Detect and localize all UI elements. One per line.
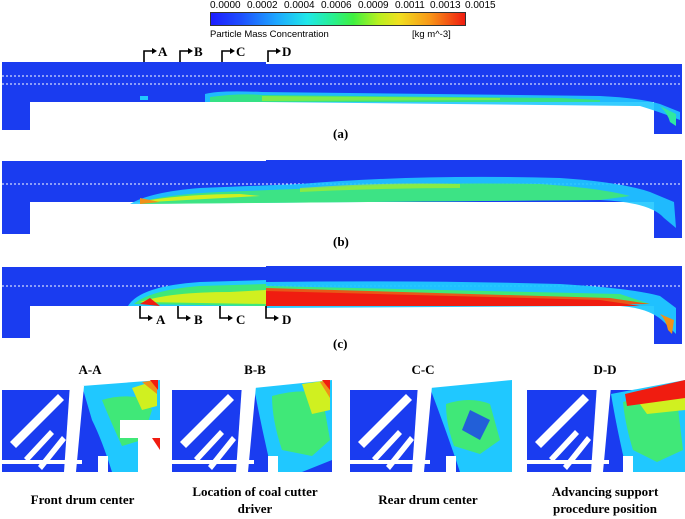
- section-markers-bottom: [139, 306, 279, 321]
- section-marker-c: C: [236, 44, 246, 59]
- section-caption-aa: Front drum center: [30, 492, 135, 507]
- section-marker-d: D: [282, 44, 292, 59]
- section-marker-c-bottom: C: [236, 312, 246, 327]
- section-marker-d-bottom: D: [282, 312, 292, 327]
- panel-c: A B C D (c): [0, 264, 685, 354]
- colorbar-tick: 0.0004: [284, 0, 315, 11]
- colorbar-ticks: 0.0000 0.0002 0.0004 0.0006 0.0009 0.001…: [205, 0, 496, 12]
- section-title-aa: A-A: [78, 362, 102, 377]
- section-marker-a: A: [158, 44, 168, 59]
- cross-section-aa: [2, 380, 160, 472]
- panel-a: A B C D (a): [0, 44, 685, 144]
- section-caption-bb: Location of coal cutter driver: [192, 484, 318, 516]
- colorbar-tick: 0.0009: [358, 0, 389, 11]
- colorbar-tick: 0.0015: [465, 0, 496, 11]
- section-title-bb: B-B: [244, 362, 266, 377]
- section-caption-dd: Advancing support procedure position: [551, 484, 659, 516]
- section-caption-cc: Rear drum center: [378, 492, 478, 507]
- cross-section-cc: [350, 380, 512, 472]
- panel-label-b: (b): [333, 234, 349, 249]
- colorbar-gradient: [210, 12, 466, 26]
- cross-section-bb: [172, 380, 332, 472]
- panel-label-c: (c): [333, 336, 348, 351]
- contour-domain-b: [2, 158, 682, 238]
- colorbar-tick: 0.0000: [210, 0, 241, 11]
- section-title-dd: D-D: [593, 362, 617, 377]
- cross-section-dd: [527, 380, 685, 472]
- section-marker-a-bottom: A: [156, 312, 166, 327]
- colorbar: 0.0000 0.0002 0.0004 0.0006 0.0009 0.001…: [205, 0, 496, 40]
- colorbar-tick: 0.0006: [321, 0, 352, 11]
- section-marker-b-bottom: B: [194, 312, 203, 327]
- colorbar-title: Particle Mass Concentration: [210, 29, 329, 40]
- contour-domain-c: [2, 264, 682, 344]
- section-title-cc: C-C: [411, 362, 435, 377]
- panel-label-a: (a): [333, 126, 349, 141]
- colorbar-tick: 0.0013: [430, 0, 461, 11]
- contour-domain-a: [2, 62, 682, 134]
- section-markers-top: [143, 48, 281, 63]
- colorbar-unit: [kg m^-3]: [412, 29, 451, 40]
- section-marker-b: B: [194, 44, 203, 59]
- colorbar-tick: 0.0002: [247, 0, 278, 11]
- colorbar-tick: 0.0011: [395, 0, 425, 11]
- panel-b: (b): [0, 158, 685, 253]
